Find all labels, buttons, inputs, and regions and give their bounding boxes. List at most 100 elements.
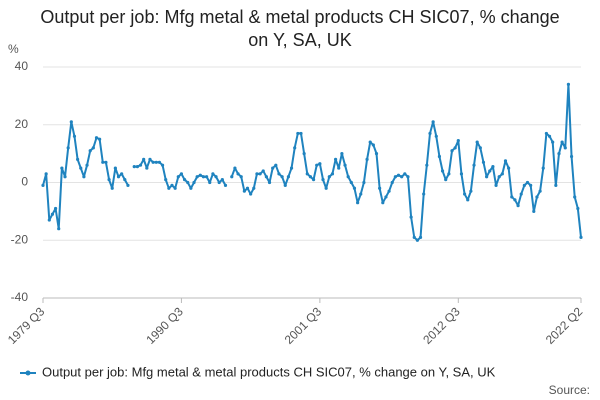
chart-title: Output per job: Mfg metal & metal produc… <box>40 7 560 50</box>
point <box>53 206 58 211</box>
x-tick-label: 1979 Q3 <box>5 304 48 347</box>
point <box>368 140 372 144</box>
point <box>66 146 70 150</box>
point <box>205 175 209 179</box>
point <box>289 166 294 170</box>
point <box>400 175 404 179</box>
point <box>418 235 423 239</box>
series-line <box>42 83 582 242</box>
x-tick-label: 2001 Q3 <box>282 304 325 347</box>
point <box>381 201 385 205</box>
point <box>245 186 250 190</box>
point <box>352 186 357 190</box>
point <box>220 178 224 182</box>
point <box>104 160 108 164</box>
point <box>447 172 451 176</box>
point <box>63 175 67 179</box>
point <box>88 149 92 153</box>
point <box>280 175 284 179</box>
point <box>120 172 124 176</box>
y-tick-label: 0 <box>21 175 28 189</box>
point <box>387 189 391 193</box>
point <box>450 149 454 153</box>
point <box>249 192 253 196</box>
point <box>315 163 319 167</box>
point <box>557 152 561 156</box>
point <box>462 192 467 196</box>
point <box>507 166 511 170</box>
point <box>305 172 309 176</box>
point <box>60 166 64 170</box>
point <box>365 157 369 161</box>
point <box>579 235 583 239</box>
point <box>57 227 61 231</box>
point <box>230 175 234 179</box>
point <box>444 178 448 182</box>
point <box>393 175 397 179</box>
point <box>85 163 89 167</box>
point <box>135 165 139 169</box>
point <box>311 178 316 182</box>
point <box>101 160 105 164</box>
point <box>547 134 552 138</box>
point <box>274 163 278 167</box>
point <box>110 186 114 190</box>
point <box>44 172 48 176</box>
point <box>343 163 347 167</box>
point <box>497 175 501 179</box>
point <box>72 134 77 138</box>
point <box>176 175 180 179</box>
point <box>494 183 498 187</box>
point <box>173 186 177 190</box>
y-tick-label: 20 <box>15 117 29 131</box>
point <box>573 195 577 199</box>
point <box>69 120 73 124</box>
point <box>267 180 272 185</box>
point <box>535 195 539 199</box>
point <box>519 192 523 196</box>
point <box>201 175 206 179</box>
point <box>41 183 45 187</box>
point <box>356 201 360 205</box>
point <box>98 137 102 141</box>
point <box>107 178 111 182</box>
point <box>481 160 486 164</box>
point <box>255 172 259 176</box>
point <box>544 131 548 136</box>
point <box>182 178 187 182</box>
point <box>261 169 265 173</box>
point <box>258 172 262 176</box>
point <box>415 238 419 242</box>
point <box>154 160 158 164</box>
point <box>425 163 429 167</box>
source: Source: <box>549 383 590 397</box>
point <box>472 163 476 167</box>
point <box>321 178 325 182</box>
point <box>214 175 218 179</box>
point <box>337 166 341 170</box>
point <box>510 195 514 199</box>
y-tick-label: -40 <box>11 290 29 304</box>
point <box>428 131 432 136</box>
point <box>91 146 95 150</box>
point <box>459 172 464 176</box>
point <box>47 218 51 222</box>
point <box>409 215 413 219</box>
point <box>318 162 322 166</box>
point <box>324 186 328 190</box>
point <box>346 175 350 179</box>
point <box>76 157 80 161</box>
point <box>469 189 473 193</box>
point <box>170 183 174 187</box>
point <box>195 175 199 179</box>
point <box>422 192 426 196</box>
point <box>456 139 460 143</box>
point <box>189 186 193 190</box>
point <box>359 192 363 196</box>
x-tick-label: 2012 Q3 <box>420 304 463 347</box>
point <box>113 166 117 170</box>
point <box>330 172 335 176</box>
point <box>233 166 237 170</box>
point <box>516 204 520 208</box>
